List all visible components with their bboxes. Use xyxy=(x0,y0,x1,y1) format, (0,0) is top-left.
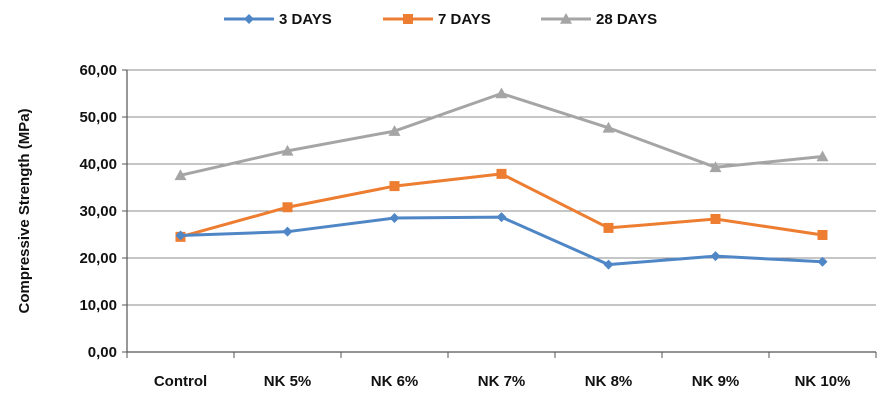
data-point xyxy=(388,125,401,136)
legend-item: 28 DAYS xyxy=(541,11,657,28)
y-tick-label: 60,00 xyxy=(79,62,117,79)
data-point xyxy=(816,150,829,162)
data-point xyxy=(282,202,293,213)
legend-label: 7 DAYS xyxy=(438,11,491,28)
y-tick-label: 40,00 xyxy=(79,156,117,173)
series-line xyxy=(180,215,823,267)
data-point xyxy=(175,230,186,241)
axes: 0,00 10,00 20,00 30,00 40,00 50,00 60,00 Contro… xyxy=(79,62,877,390)
y-tick-label: 30,00 xyxy=(79,203,117,220)
y-tick-label: 20,00 xyxy=(79,250,117,267)
chart-legend: 3 DAYS 7 DAYS 28 DAYS xyxy=(224,11,657,28)
legend-item: 3 DAYS xyxy=(224,11,332,28)
x-tick-label: NK 8% xyxy=(585,373,633,390)
data-point xyxy=(602,121,615,133)
data-point xyxy=(174,169,187,181)
data-point xyxy=(281,144,294,156)
y-tick-label: 10,00 xyxy=(79,297,117,314)
data-point xyxy=(244,14,254,24)
legend-item: 7 DAYS xyxy=(383,11,491,28)
series-line xyxy=(180,92,823,177)
x-tick-label: NK 5% xyxy=(264,373,312,390)
data-point xyxy=(403,14,413,24)
x-tick-label: NK 9% xyxy=(692,373,740,390)
y-tick-label: 0,00 xyxy=(88,344,117,361)
x-tick-label: NK 6% xyxy=(371,373,419,390)
x-tick-label: Control xyxy=(154,373,207,390)
legend-label: 3 DAYS xyxy=(279,11,332,28)
series-28-days xyxy=(174,87,829,181)
data-point xyxy=(495,87,508,99)
data-point xyxy=(389,213,400,224)
data-point xyxy=(389,181,400,192)
x-tick-label: NK 7% xyxy=(478,373,526,390)
data-point xyxy=(496,212,507,223)
y-axis-label: Compressive Strength (MPa) xyxy=(16,108,33,313)
data-point xyxy=(710,213,721,224)
y-tick-label: 50,00 xyxy=(79,109,117,126)
series-3-days xyxy=(175,212,828,270)
data-point xyxy=(709,161,722,173)
series-layer xyxy=(174,87,829,270)
x-tick-label: NK 10% xyxy=(795,373,851,390)
data-point xyxy=(603,222,614,233)
data-point xyxy=(560,13,572,24)
series-line xyxy=(180,172,823,239)
data-point xyxy=(282,226,293,237)
legend-label: 28 DAYS xyxy=(596,11,657,28)
data-point xyxy=(710,251,721,262)
gridlines xyxy=(127,69,876,306)
data-point xyxy=(603,259,614,270)
data-point xyxy=(496,168,507,179)
data-point xyxy=(817,256,828,267)
data-point xyxy=(817,229,828,240)
